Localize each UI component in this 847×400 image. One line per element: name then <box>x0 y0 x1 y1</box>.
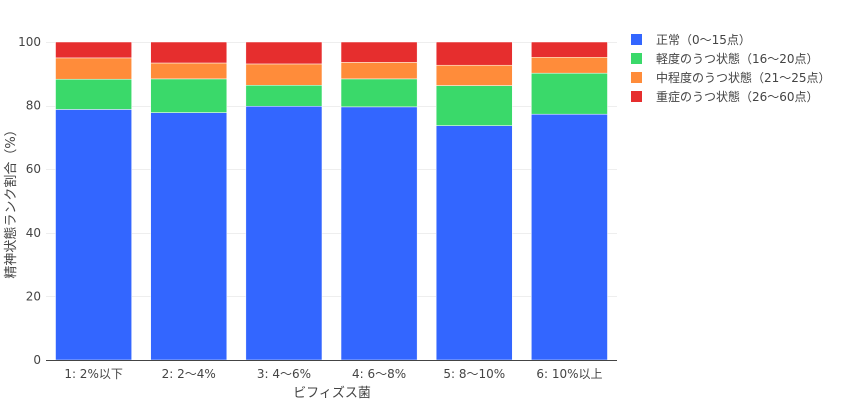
legend-label: 中程度のうつ状態（21〜25点） <box>656 70 831 85</box>
x-tick-label: 3: 4〜6% <box>257 367 311 381</box>
y-tick-label: 60 <box>26 162 41 176</box>
bar-segment <box>531 57 608 74</box>
grid-lines <box>46 42 617 297</box>
legend-label: 軽度のうつ状態（16〜20点） <box>656 51 819 66</box>
bar-segment <box>245 41 323 65</box>
bar-segment <box>150 112 228 361</box>
bar-segment <box>245 85 323 107</box>
bar-segment <box>245 63 323 86</box>
bar-segment <box>245 105 323 361</box>
bar-segment <box>340 41 418 63</box>
bar-segment <box>55 109 132 361</box>
y-axis-title: 精神状態ランク割合（%） <box>3 123 19 278</box>
legend-label: 重症のうつ状態（26〜60点） <box>656 89 819 104</box>
legend-swatch <box>631 53 642 64</box>
bar-segment <box>531 113 608 361</box>
x-axis-title: ビフィズス菌 <box>293 385 371 400</box>
legend: 正常（0〜15点） 軽度のうつ状態（16〜20点） 中程度のうつ状態（21〜25点）… <box>631 33 831 104</box>
bar-segment <box>435 41 513 66</box>
x-tick-label: 5: 8〜10% <box>443 367 505 381</box>
bar-segment <box>435 85 513 126</box>
bars <box>55 41 608 361</box>
bar-segment <box>55 78 132 110</box>
y-tick-label: 100 <box>18 35 41 49</box>
x-tick-label: 6: 10%以上 <box>536 367 602 381</box>
bar-segment <box>340 62 418 80</box>
bar-segment <box>340 78 418 108</box>
bar-segment <box>531 41 608 58</box>
y-tick-label: 0 <box>33 353 41 367</box>
bar-segment <box>435 64 513 86</box>
bar-segment <box>150 62 228 80</box>
x-tick-label: 4: 6〜8% <box>352 367 406 381</box>
bar-segment <box>340 106 418 361</box>
y-tick-label: 20 <box>26 289 41 303</box>
bar-segment <box>55 41 132 59</box>
bar-segment <box>531 72 608 115</box>
x-tick-labels: 1: 2%以下 2: 2〜4% 3: 4〜6% 4: 6〜8% 5: 8〜10% 6: 1… <box>64 367 602 381</box>
y-tick-label: 80 <box>26 99 41 113</box>
bar-segment <box>150 78 228 113</box>
bar-segment <box>150 41 228 64</box>
legend-swatch <box>631 34 642 45</box>
legend-label: 正常（0〜15点） <box>656 33 751 47</box>
bar-segment <box>435 125 513 361</box>
y-tick-label: 40 <box>26 226 41 240</box>
bar-segment <box>55 57 132 80</box>
x-tick-label: 2: 2〜4% <box>162 367 216 381</box>
legend-swatch <box>631 72 642 83</box>
y-tick-labels: 0 20 40 60 80 100 <box>18 35 41 367</box>
x-tick-label: 1: 2%以下 <box>64 367 123 381</box>
legend-swatch <box>631 91 642 102</box>
